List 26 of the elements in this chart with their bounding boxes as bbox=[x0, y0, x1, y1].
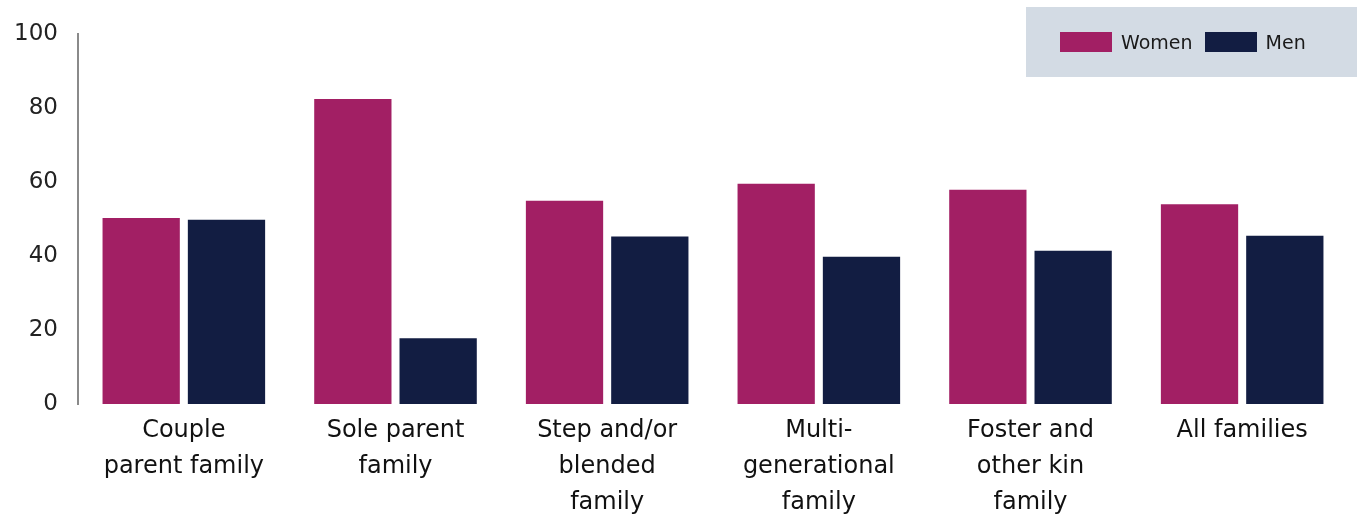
bar bbox=[399, 338, 477, 404]
bar bbox=[314, 99, 392, 404]
x-tick-label: Step and/or blended family bbox=[537, 415, 678, 516]
bar bbox=[1160, 204, 1239, 404]
bar bbox=[1246, 235, 1324, 404]
x-tick-label: Multi- generational family bbox=[742, 415, 895, 516]
bar bbox=[949, 189, 1027, 404]
y-tick-label: 80 bbox=[28, 92, 58, 119]
bar bbox=[525, 200, 604, 404]
x-tick-label: Sole parent family bbox=[326, 415, 465, 480]
bar bbox=[611, 236, 689, 404]
bar bbox=[822, 256, 901, 404]
bar bbox=[187, 219, 266, 404]
y-tick-label: 100 bbox=[14, 18, 58, 45]
y-tick-label: 20 bbox=[28, 314, 58, 341]
bar bbox=[737, 183, 815, 404]
x-tick-label: Couple parent family bbox=[103, 415, 265, 480]
legend-label: Men bbox=[1265, 31, 1306, 53]
y-tick-label: 60 bbox=[28, 166, 58, 193]
bar bbox=[1034, 250, 1112, 404]
bar bbox=[102, 217, 180, 404]
x-tick-label: All families bbox=[1176, 415, 1308, 444]
x-tick-label: Foster and other kin family bbox=[967, 415, 1094, 516]
legend-label: Women bbox=[1121, 31, 1193, 53]
y-tick-label: 40 bbox=[28, 240, 58, 267]
y-tick-label: 0 bbox=[43, 388, 58, 415]
